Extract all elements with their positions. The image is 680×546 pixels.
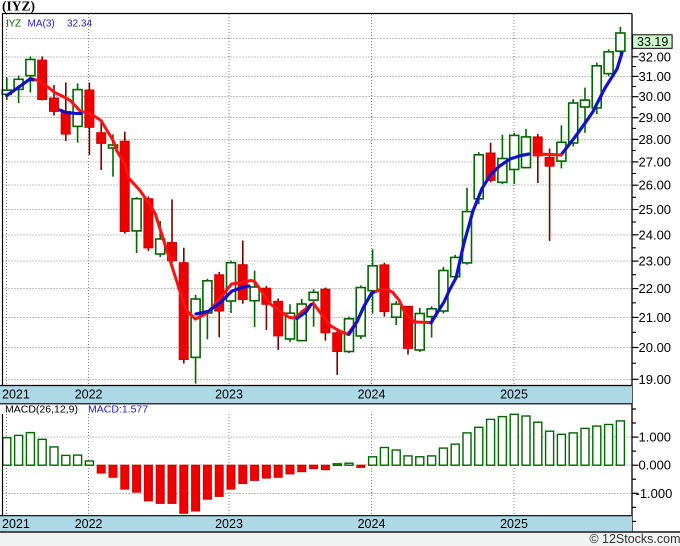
svg-text:(IYZ): (IYZ) [2, 0, 35, 14]
svg-text:26.00: 26.00 [639, 178, 672, 193]
svg-text:2021: 2021 [2, 517, 30, 531]
svg-text:-1.000: -1.000 [636, 486, 673, 501]
svg-text:20.00: 20.00 [639, 340, 672, 355]
svg-text:MA(3): MA(3) [28, 18, 55, 29]
svg-text:© 12Stocks.com: © 12Stocks.com [589, 532, 680, 546]
svg-text:31.00: 31.00 [639, 69, 672, 84]
svg-text:23.00: 23.00 [639, 254, 672, 269]
svg-text:19.00: 19.00 [639, 372, 672, 387]
svg-text:2024: 2024 [358, 517, 386, 531]
svg-text:2021: 2021 [2, 388, 30, 402]
svg-text:28.00: 28.00 [639, 132, 672, 147]
svg-text:2024: 2024 [358, 388, 386, 402]
svg-text:30.00: 30.00 [639, 89, 672, 104]
svg-text:32.34: 32.34 [67, 18, 92, 29]
svg-text:2025: 2025 [500, 388, 528, 402]
svg-text:24.00: 24.00 [639, 227, 672, 242]
svg-text:MACD(26,12,9): MACD(26,12,9) [5, 404, 78, 416]
svg-text:2022: 2022 [75, 517, 103, 531]
svg-text:2023: 2023 [215, 388, 243, 402]
svg-text:27.00: 27.00 [639, 154, 672, 169]
svg-text:2022: 2022 [75, 388, 103, 402]
svg-text:29.00: 29.00 [639, 110, 672, 125]
svg-text:0.000: 0.000 [639, 458, 672, 473]
svg-text:2025: 2025 [500, 517, 528, 531]
svg-text:MACD:1.577: MACD:1.577 [88, 404, 148, 416]
svg-text:32.00: 32.00 [639, 49, 672, 64]
svg-text:33.19: 33.19 [637, 35, 668, 49]
svg-text:2023: 2023 [215, 517, 243, 531]
svg-text:1.000: 1.000 [639, 430, 672, 445]
svg-text:IYZ: IYZ [6, 18, 21, 29]
svg-text:25.00: 25.00 [639, 202, 672, 217]
svg-text:21.00: 21.00 [639, 310, 672, 325]
svg-text:22.00: 22.00 [639, 281, 672, 296]
